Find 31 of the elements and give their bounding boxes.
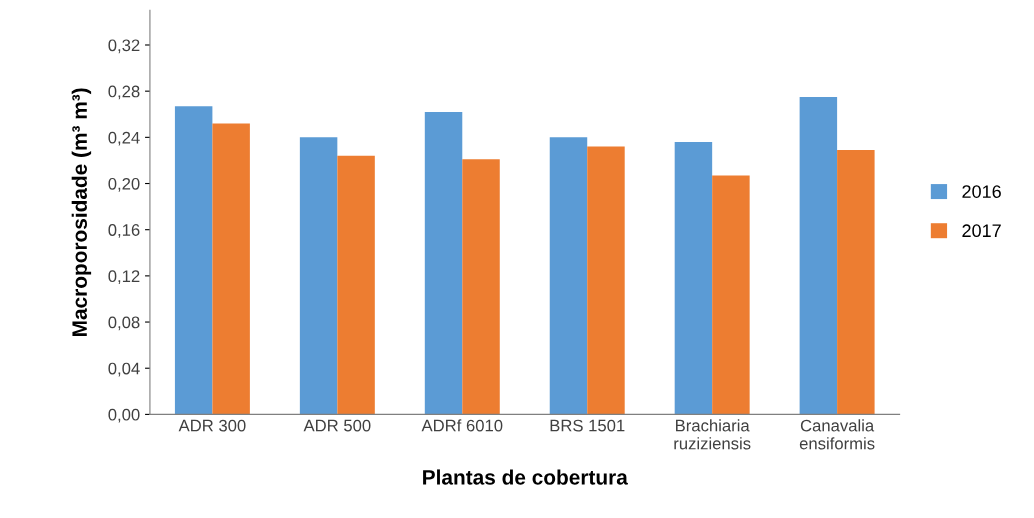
y-tick-label: 0,08 [108, 316, 140, 331]
x-tick-label: Brachiaria ruziziensis [674, 419, 751, 450]
bar [549, 137, 588, 415]
y-tick-label: 0,20 [108, 177, 140, 192]
y-tick-label: 0,32 [108, 39, 140, 54]
bar [837, 150, 875, 415]
bar [337, 155, 375, 415]
x-tick-label: ADR 300 [178, 419, 246, 432]
legend-label: 2017 [962, 224, 1001, 238]
x-tick-label: Canavalia ensiformis [799, 419, 875, 450]
legend-label: 2016 [962, 185, 1001, 198]
y-tick-label: 0,16 [108, 224, 140, 238]
y-tick-label: 0,12 [108, 270, 140, 285]
y-tick-label: 0,00 [108, 408, 140, 423]
y-tick-label: 0,04 [108, 362, 140, 377]
x-tick-label: BRS 1501 [550, 419, 625, 432]
bar [174, 106, 213, 415]
y-axis-title: Macroporosidade (m³ m³) [71, 88, 92, 336]
y-tick-label: 0,28 [108, 85, 140, 100]
bar [462, 159, 500, 415]
bar [799, 96, 838, 415]
bar [424, 111, 463, 415]
x-axis-title: Plantas de cobertura [423, 469, 628, 485]
x-tick-label: ADR 500 [303, 419, 371, 432]
bar [212, 123, 250, 415]
bar [712, 175, 750, 415]
bar [299, 137, 338, 415]
y-tick-label: 0,24 [108, 131, 140, 146]
x-tick-label: ADRf 6010 [421, 419, 503, 432]
bar [587, 146, 625, 415]
bar [674, 141, 713, 415]
